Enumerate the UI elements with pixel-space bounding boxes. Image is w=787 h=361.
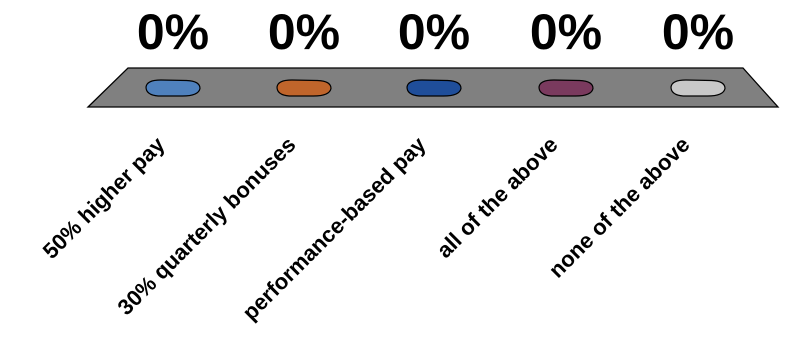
category-label-4: all of the above bbox=[432, 132, 563, 263]
bar-2 bbox=[276, 79, 332, 97]
bar-1 bbox=[145, 79, 201, 97]
bar-5 bbox=[670, 79, 726, 97]
value-labels: 0% 0% 0% 0% 0% bbox=[137, 4, 734, 60]
category-label-1: 50% higher pay bbox=[38, 131, 170, 263]
category-label-5: none of the above bbox=[544, 132, 695, 283]
value-label-5: 0% bbox=[662, 4, 734, 60]
bar-marks bbox=[145, 79, 726, 97]
bar-4 bbox=[538, 79, 594, 97]
bar-3 bbox=[406, 79, 462, 97]
value-label-2: 0% bbox=[268, 4, 340, 60]
value-label-4: 0% bbox=[530, 4, 602, 60]
value-label-1: 0% bbox=[137, 4, 209, 60]
value-label-3: 0% bbox=[398, 4, 470, 60]
